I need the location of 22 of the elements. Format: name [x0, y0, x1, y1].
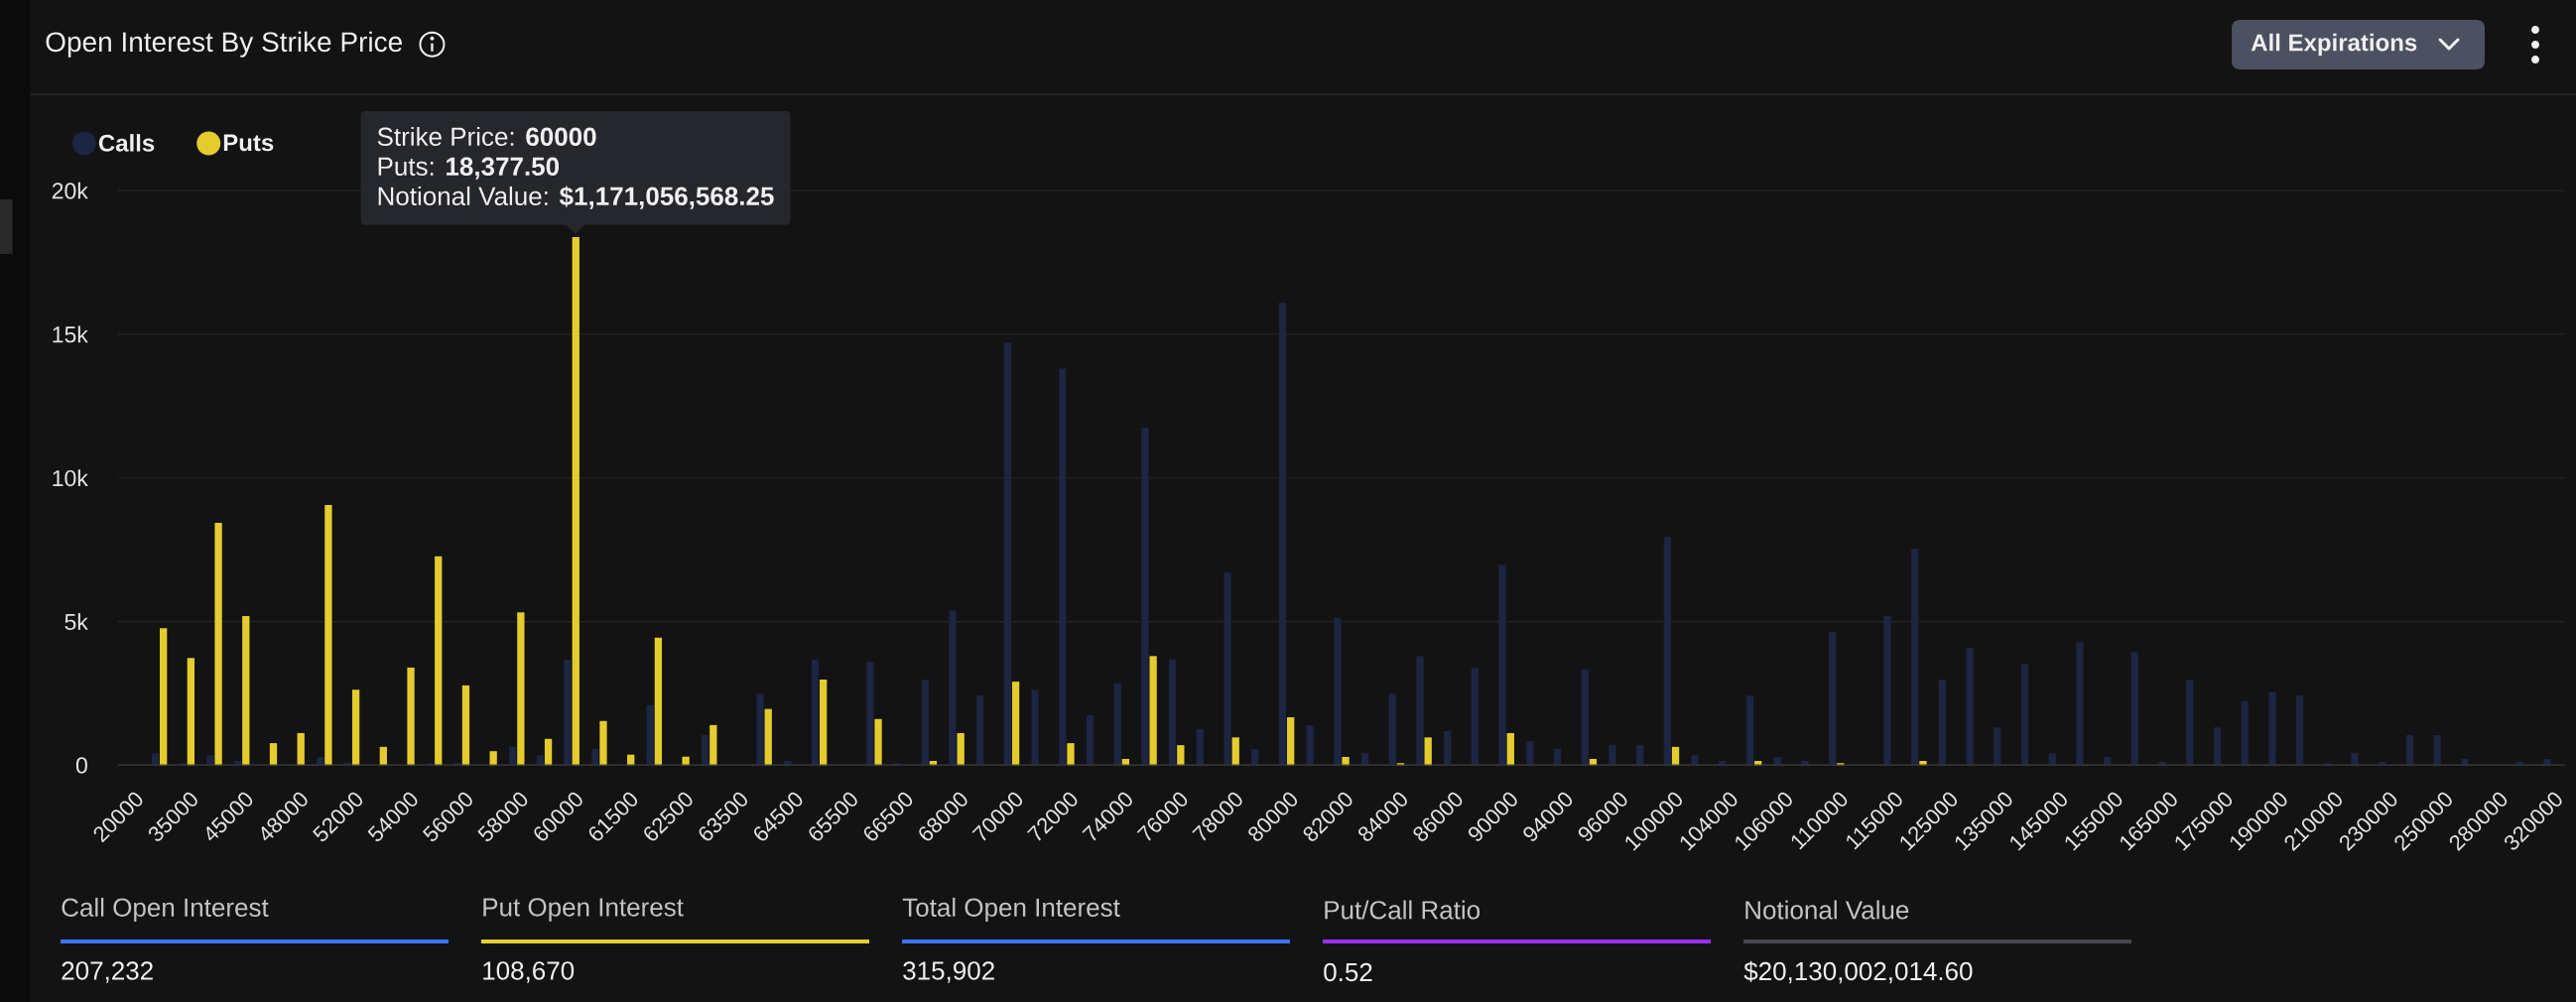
text: Notional Value: [1745, 900, 1909, 920]
text: Strike Price: 60000: [377, 126, 596, 147]
y-tick-label: 20k: [52, 182, 88, 199]
y-tick-label: 15k: [53, 325, 88, 343]
text: Call Open Interest: [62, 897, 269, 923]
text: Put/Call Ratio: [1325, 900, 1481, 920]
y-tick-label: 10k: [53, 469, 88, 487]
annotation: Notional Value: $1,171,056,568.25: [378, 186, 774, 209]
text: Total Open Interest: [902, 897, 1120, 923]
text: 207,232: [62, 961, 153, 983]
text: 0.52: [1324, 962, 1372, 982]
text: All Expirations: [2251, 33, 2417, 57]
y-tick-label: 0: [75, 757, 87, 774]
legend-label: Puts: [223, 134, 274, 152]
text: Puts: 18,377.50: [378, 157, 560, 180]
text: $20,130,002,014.60: [1743, 960, 1973, 984]
chart-title: Open Interest By Strike Price: [46, 31, 402, 58]
legend-label: Calls: [98, 134, 155, 152]
text: 315,902: [903, 961, 994, 983]
y-tick-label: 5k: [64, 613, 88, 631]
text: 108,670: [483, 961, 575, 983]
text: Put Open Interest: [483, 898, 684, 922]
